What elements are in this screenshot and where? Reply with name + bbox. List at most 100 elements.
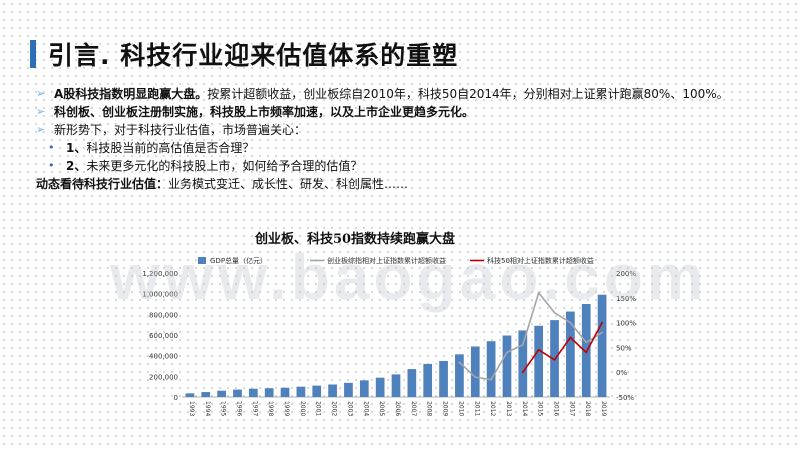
bar-2010 bbox=[455, 354, 464, 397]
y2-tick-label: 100% bbox=[616, 320, 636, 328]
bullet-list: ➢ A股科技指数明显跑赢大盘。按累计超额收益，创业板综自2010年，科技50自2… bbox=[36, 85, 776, 193]
y2-tick-label: 0% bbox=[616, 369, 627, 377]
bar-2007 bbox=[407, 369, 417, 397]
bullet-bold: A股科技指数明显跑赢大盘。 bbox=[54, 87, 208, 101]
bar-1997 bbox=[248, 388, 258, 397]
line-series-1 bbox=[458, 291, 603, 381]
x-tick-label: 1999 bbox=[283, 401, 290, 416]
line-point-2018 bbox=[585, 351, 588, 354]
bar-2004 bbox=[359, 380, 369, 397]
x-tick-label: 2005 bbox=[378, 401, 385, 416]
x-tick-label: 2008 bbox=[426, 401, 433, 416]
bar-2019 bbox=[597, 294, 607, 397]
x-tick-label: 1993 bbox=[188, 401, 195, 416]
bar-1999 bbox=[280, 387, 290, 397]
sub-bullet-number: 1、 bbox=[66, 141, 87, 155]
line-point-2017 bbox=[569, 336, 572, 339]
x-tick-label: 2006 bbox=[394, 401, 401, 416]
dot-bullet-icon: • bbox=[48, 141, 55, 154]
x-tick-label: 1996 bbox=[235, 401, 242, 416]
closing-bold: 动态看待科技行业估值： bbox=[36, 177, 169, 191]
bar-1996 bbox=[233, 389, 242, 397]
line-point-2012 bbox=[490, 378, 493, 381]
legend-label-gdp: GDP总量（亿元） bbox=[210, 256, 267, 265]
line-point-2019 bbox=[601, 321, 603, 324]
bar-2018 bbox=[581, 304, 591, 397]
line-point-2016 bbox=[553, 311, 556, 314]
bullet-item: ➢ A股科技指数明显跑赢大盘。按累计超额收益，创业板综自2010年，科技50自2… bbox=[36, 85, 776, 103]
legend-swatch-gdp bbox=[198, 257, 206, 264]
sub-bullet-item: • 2、未来更多元化的科技股上市，如何给予合理的估值？ bbox=[36, 157, 776, 175]
x-tick-label: 1998 bbox=[267, 401, 274, 416]
line-point-2015 bbox=[537, 291, 540, 294]
y-tick-label: 200,000 bbox=[149, 373, 178, 381]
line-point-2017 bbox=[569, 321, 572, 324]
slide-title: 引言. 科技行业迎来估值体系的重塑 bbox=[48, 41, 459, 70]
bar-2015 bbox=[534, 325, 544, 397]
bar-1998 bbox=[264, 388, 274, 397]
x-tick-label: 2002 bbox=[331, 401, 338, 416]
bar-2013 bbox=[502, 335, 512, 397]
x-tick-label: 2011 bbox=[473, 401, 480, 416]
x-tick-label: 1997 bbox=[251, 401, 258, 416]
y2-tick-label: 200% bbox=[616, 270, 636, 278]
bar-1993 bbox=[185, 393, 195, 397]
closing-text: 业务模式变迁、成长性、研发、科创属性…… bbox=[168, 177, 409, 191]
title-accent-bar bbox=[30, 40, 36, 68]
x-tick-label: 2014 bbox=[521, 401, 528, 416]
line-point-2016 bbox=[553, 358, 556, 361]
bar-2014 bbox=[518, 330, 528, 397]
bar-2008 bbox=[423, 363, 433, 397]
x-tick-label: 2004 bbox=[362, 401, 369, 416]
bar-2000 bbox=[296, 386, 306, 397]
line-series bbox=[458, 291, 603, 381]
bar-2002 bbox=[328, 384, 337, 397]
bar-2012 bbox=[486, 341, 496, 397]
line-point-2019 bbox=[601, 331, 603, 334]
bar-2009 bbox=[439, 360, 448, 397]
y-tick-label: 800,000 bbox=[149, 311, 178, 319]
bullet-item: ➢ 新形势下，对于科技行业估值，市场普遍关心： bbox=[36, 121, 776, 139]
x-tick-label: 2017 bbox=[568, 401, 575, 416]
y-tick-label: 400,000 bbox=[149, 353, 178, 361]
line-series-2 bbox=[522, 322, 603, 373]
line-point-2010 bbox=[458, 361, 461, 364]
dot-bullet-icon: • bbox=[48, 159, 55, 172]
bullet-text: 按累计超额收益，创业板综自2010年，科技50自2014年，分别相对上证累计跑赢… bbox=[207, 87, 729, 101]
x-tick-label: 2007 bbox=[410, 401, 417, 416]
y2-tick-label: 50% bbox=[616, 344, 632, 352]
arrow-bullet-icon: ➢ bbox=[36, 87, 46, 100]
sub-bullet-text: 科技股当前的高估值是否合理？ bbox=[86, 141, 255, 155]
bar-2011 bbox=[470, 346, 480, 397]
bullet-text: 新形势下，对于科技行业估值，市场普遍关心： bbox=[54, 123, 307, 137]
line-point-2015 bbox=[537, 348, 540, 351]
x-tick-label: 2003 bbox=[346, 401, 353, 416]
bar-2001 bbox=[312, 385, 322, 397]
x-tick-label: 2001 bbox=[315, 401, 322, 416]
y2-tick-label: -50% bbox=[616, 394, 634, 402]
line-point-2014 bbox=[521, 371, 524, 374]
y-tick-label: 1,000,000 bbox=[142, 291, 178, 299]
x-tick-label: 2016 bbox=[553, 401, 560, 416]
line-point-2011 bbox=[474, 376, 477, 379]
y2-tick-label: 150% bbox=[616, 295, 636, 303]
y-tick-label: 600,000 bbox=[149, 332, 178, 340]
bar-2006 bbox=[391, 374, 401, 397]
line-point-2018 bbox=[585, 341, 588, 344]
legend-label-chinext: 创业板综指相对上证指数累计超额收益 bbox=[327, 256, 446, 265]
line-point-2014 bbox=[521, 344, 524, 346]
bullet-bold: 科创板、创业板注册制实施，科技股上市频率加速，以及上市企业更趋多元化。 bbox=[54, 105, 475, 119]
line-point-2013 bbox=[506, 351, 508, 354]
x-tick-label: 2010 bbox=[457, 401, 464, 416]
x-tick-label: 2018 bbox=[584, 401, 591, 416]
arrow-bullet-icon: ➢ bbox=[36, 105, 46, 118]
sub-bullet-item: • 1、科技股当前的高估值是否合理？ bbox=[36, 139, 776, 157]
bullet-item: ➢ 科创板、创业板注册制实施，科技股上市频率加速，以及上市企业更趋多元化。 bbox=[36, 103, 776, 121]
bar-2003 bbox=[344, 382, 353, 397]
gdp-excess-return-chart: 创业板、科技50指数持续跑赢大盘 GDP总量（亿元） 创业板综指相对上证指数累计超… bbox=[142, 231, 636, 416]
chart-title: 创业板、科技50指数持续跑赢大盘 bbox=[254, 231, 455, 247]
bar-2017 bbox=[566, 311, 575, 397]
x-tick-label: 1994 bbox=[204, 401, 211, 416]
x-tick-label: 2019 bbox=[600, 401, 607, 416]
x-tick-label: 2009 bbox=[442, 401, 449, 416]
